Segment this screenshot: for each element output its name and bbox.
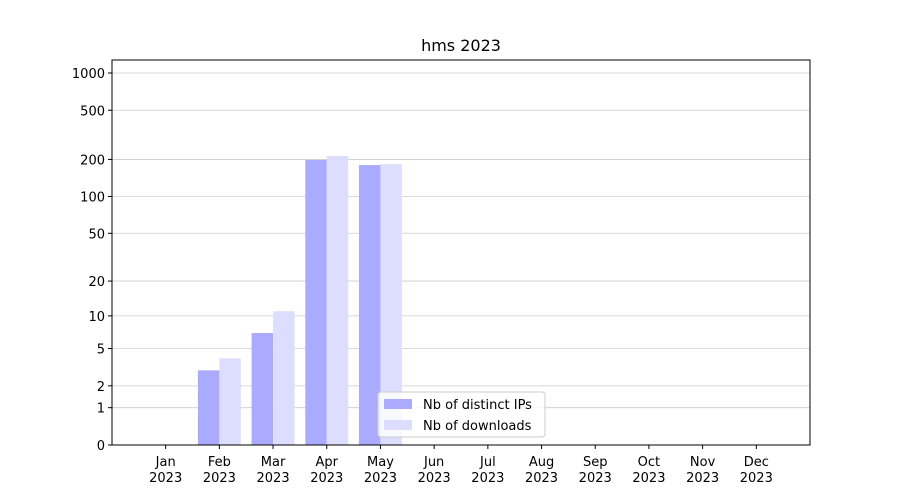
x-tick-label-line: 2023 [525, 471, 558, 486]
legend-swatch [384, 420, 412, 430]
bar [305, 159, 327, 445]
bar [197, 370, 220, 445]
x-tick-label: Jun 2023 [418, 455, 451, 486]
x-tick-label: Jan 2023 [149, 455, 182, 486]
legend-label: Nb of downloads [423, 419, 532, 434]
x-tick-label: Sep 2023 [579, 455, 612, 486]
legend-box [377, 391, 546, 438]
y-tick-label: 50 [88, 227, 105, 242]
chart-title: hms 2023 [421, 36, 501, 55]
x-tick-label: Dec 2023 [740, 455, 773, 486]
x-tick-label-line: Jul [479, 455, 496, 470]
x-tick-label-line: 2023 [364, 471, 397, 486]
x-tick-label-line: Jun [423, 455, 444, 470]
x-tick-label-line: 2023 [740, 471, 773, 486]
x-tick-label: Aug 2023 [525, 455, 558, 486]
x-tick-label-line: 2023 [471, 471, 504, 486]
bar [326, 156, 349, 446]
bar [219, 358, 241, 445]
x-tick-label-line: 2023 [579, 471, 612, 486]
x-tick-label: Jul 2023 [471, 455, 504, 486]
bar [358, 165, 381, 445]
x-tick-label-line: 2023 [310, 471, 343, 486]
y-tick-label: 20 [88, 275, 105, 290]
x-tick-label: Oct 2023 [632, 455, 665, 486]
x-tick-label-line: 2023 [632, 471, 665, 486]
x-tick-label-line: 2023 [149, 471, 182, 486]
y-tick-label: 2 [97, 380, 105, 395]
x-tick-label-line: Aug [529, 455, 554, 470]
x-tick-label-line: 2023 [203, 471, 236, 486]
x-tick-label-line: Jan [155, 455, 176, 470]
plot-frame [111, 59, 811, 446]
bar [273, 311, 295, 445]
bar [251, 333, 274, 445]
x-tick-label-line: May [367, 455, 394, 470]
y-tick-label: 5 [97, 343, 105, 358]
x-tick-label-line: 2023 [686, 471, 719, 486]
x-tick-label-line: Nov [690, 455, 716, 470]
x-tick-label: Mar 2023 [257, 455, 290, 486]
x-tick-label-line: 2023 [418, 471, 451, 486]
x-tick-label-line: Apr [316, 455, 339, 470]
x-tick-label-line: Mar [261, 455, 286, 470]
x-tick-label-line: Sep [583, 455, 608, 470]
y-tick-label: 1000 [72, 67, 105, 82]
x-tick-label-line: Oct [638, 455, 660, 470]
x-tick-label: Feb 2023 [203, 455, 236, 486]
y-tick-label: 10 [88, 310, 105, 325]
x-tick-label-line: Feb [208, 455, 231, 470]
x-tick-label: May 2023 [364, 455, 397, 486]
x-tick-label-line: Dec [744, 455, 769, 470]
bar [380, 164, 402, 445]
y-tick-label: 1 [97, 402, 105, 417]
legend-label: Nb of distinct IPs [423, 398, 532, 413]
x-tick-label: Nov 2023 [686, 455, 719, 486]
y-tick-label: 200 [80, 153, 105, 168]
y-tick-label: 100 [80, 190, 105, 205]
y-tick-label: 500 [80, 104, 105, 119]
y-tick-label: 0 [97, 439, 105, 454]
x-tick-label: Apr 2023 [310, 455, 343, 486]
x-tick-label-line: 2023 [257, 471, 290, 486]
legend-swatch [384, 399, 412, 409]
